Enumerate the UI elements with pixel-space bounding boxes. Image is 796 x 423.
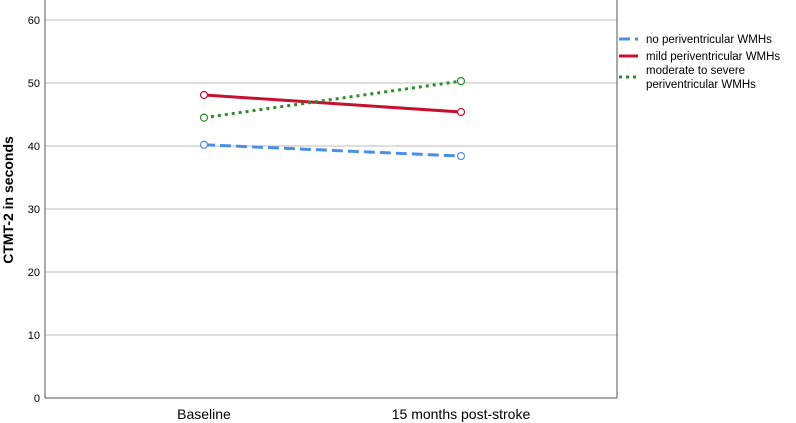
- data-point: [199, 90, 209, 100]
- data-point: [199, 140, 209, 149]
- legend-label: no periventricular WMHs: [646, 34, 772, 46]
- y-tick-label: 0: [34, 393, 40, 405]
- series-group: [199, 77, 466, 161]
- y-tick-labels: 0 10 20 30 40 50 60: [28, 15, 40, 405]
- legend: no periventricular WMHs mild periventricu…: [619, 34, 780, 91]
- series-line: [203, 143, 462, 158]
- data-point: [456, 77, 466, 86]
- data-point: [456, 107, 466, 117]
- y-tick-label: 50: [28, 78, 40, 90]
- x-tick-label: 15 months post-stroke: [392, 406, 531, 422]
- series-line: [203, 93, 462, 114]
- y-tick-label: 20: [28, 267, 40, 279]
- y-tick-label: 10: [28, 330, 40, 342]
- y-tick-label: 40: [28, 141, 40, 153]
- legend-label: mild periventricular WMHs: [646, 51, 780, 63]
- series-line: [203, 79, 462, 120]
- y-tick-label: 60: [28, 15, 40, 27]
- data-point: [456, 151, 466, 161]
- axes: [44, 0, 618, 399]
- legend-label: periventricular WMHs: [646, 79, 756, 91]
- legend-label: moderate to severe: [646, 65, 745, 77]
- gridlines: [45, 19, 617, 336]
- y-tick-label: 30: [28, 204, 40, 216]
- y-axis-title: CTMT-2 in seconds: [0, 136, 16, 264]
- x-tick-labels: Baseline 15 months post-stroke: [177, 406, 530, 422]
- data-point: [199, 113, 209, 122]
- x-tick-label: Baseline: [177, 406, 231, 422]
